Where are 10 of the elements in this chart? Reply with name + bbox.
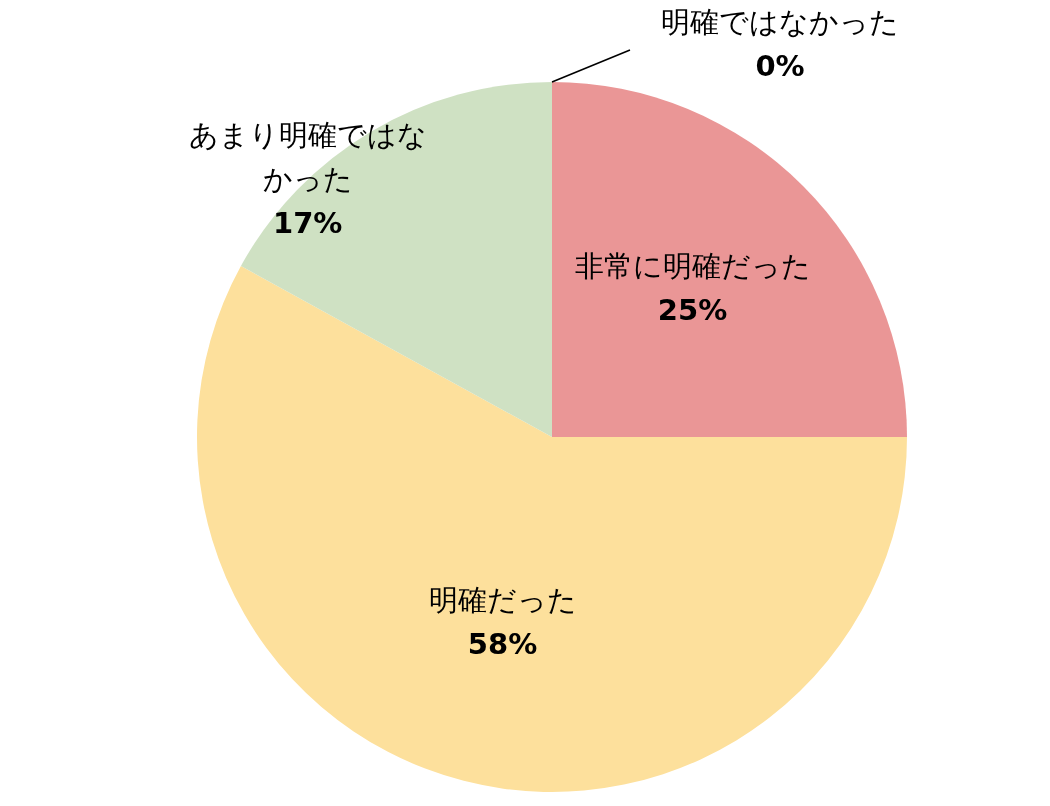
pie-slice bbox=[552, 82, 907, 437]
category-label: 明確ではなかった bbox=[661, 5, 899, 39]
data-label: 25% bbox=[657, 293, 728, 328]
slice-label: 明確だった bbox=[428, 582, 577, 617]
slice-label: 非常に明確だった bbox=[574, 249, 811, 284]
slice-label: あまり明確ではなかった bbox=[188, 118, 427, 197]
data-label: 58% bbox=[467, 626, 538, 661]
text: 0% bbox=[755, 49, 805, 83]
data-label: 17% bbox=[272, 206, 343, 241]
pie-slice bbox=[240, 82, 552, 437]
